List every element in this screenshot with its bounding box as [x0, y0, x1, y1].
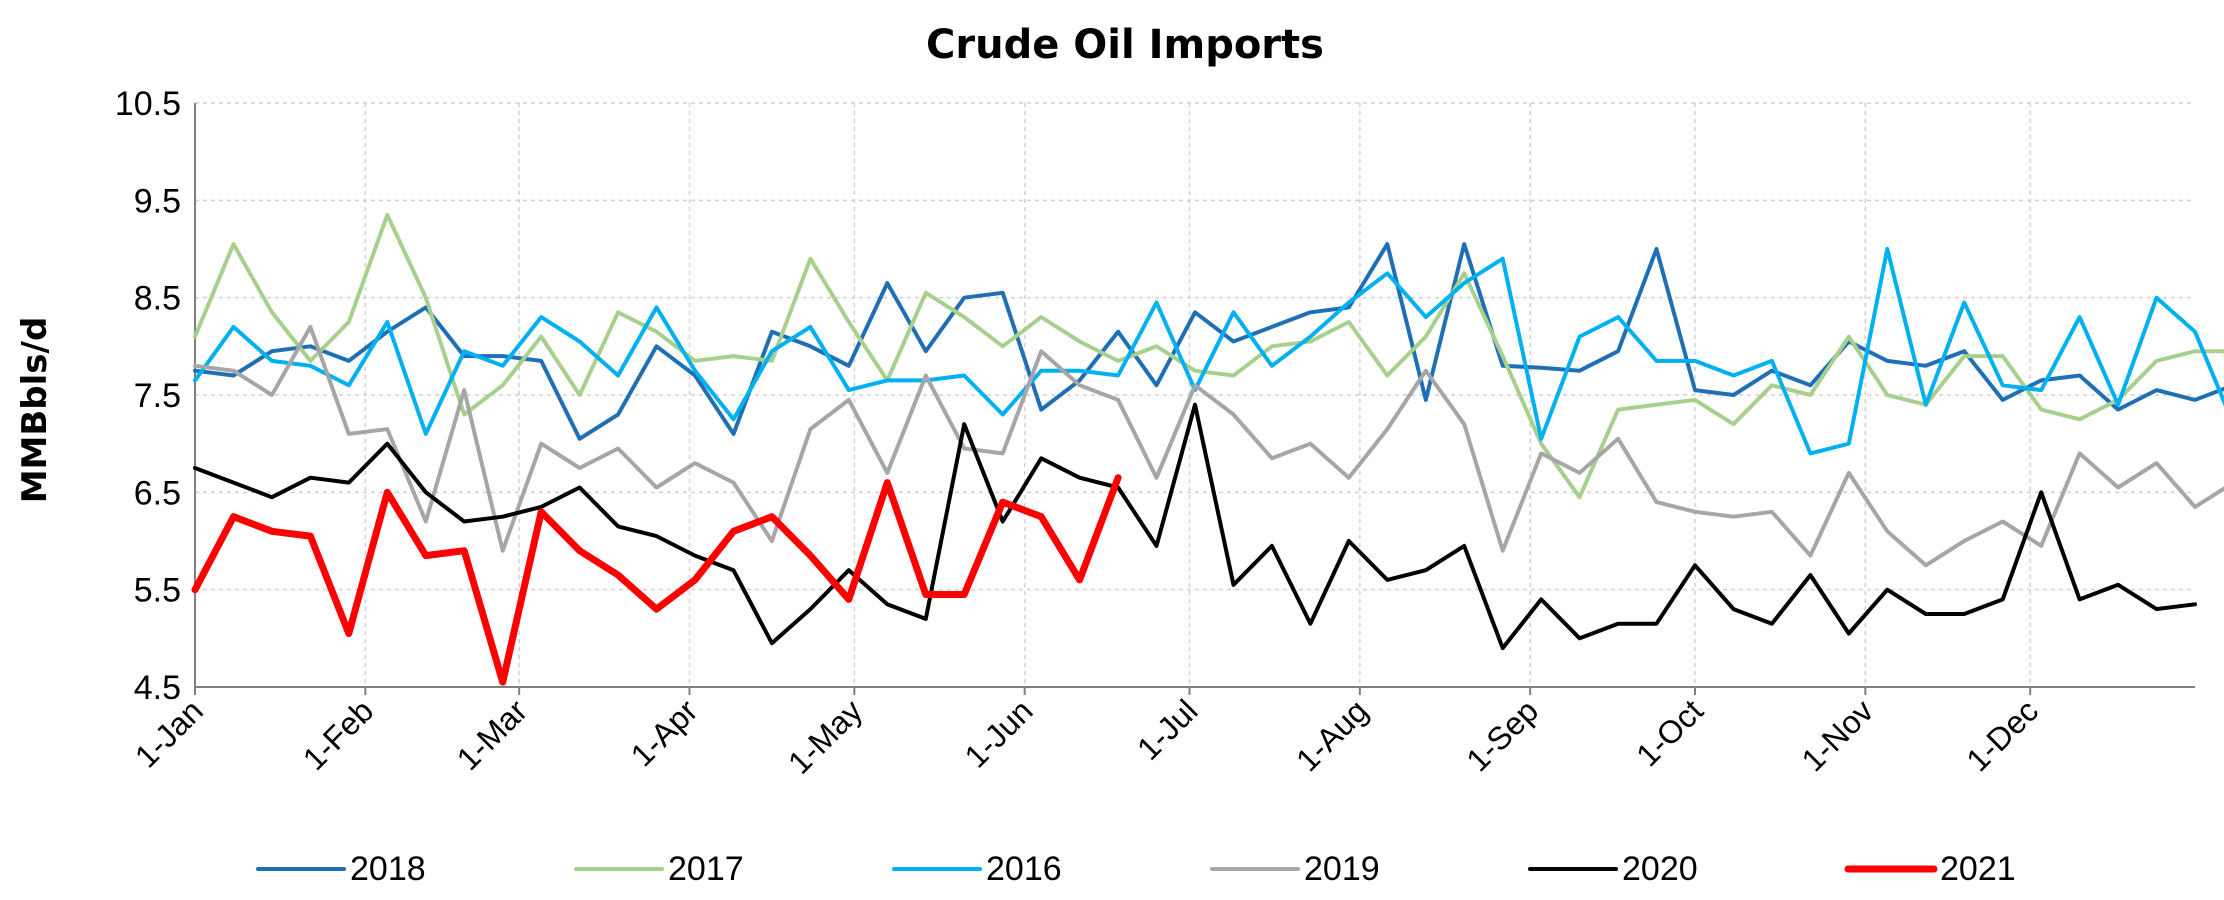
series-line-2021 — [191, 474, 1122, 686]
y-tick-label: 10.5 — [115, 85, 181, 123]
series-layer — [191, 212, 2224, 686]
x-tick-label: 1-Jul — [1130, 692, 1205, 767]
y-axis-label: MMBbls/d — [15, 317, 55, 504]
legend-label-2020: 2020 — [1622, 850, 1698, 888]
legend-label-2021: 2021 — [1940, 850, 2016, 888]
x-tick-label: 1-Nov — [1794, 692, 1880, 778]
legend: 2018 2017 2016 2019 2020 2021 — [256, 850, 2016, 888]
y-tick-label: 6.5 — [134, 474, 181, 512]
x-tick-label: 1-Jun — [958, 692, 1040, 774]
series-line-2016 — [193, 247, 2224, 456]
x-tick-label: 1-Feb — [296, 692, 381, 777]
x-tick-label: 1-Aug — [1289, 692, 1375, 778]
series-line-2020 — [193, 402, 2197, 651]
legend-label-2018: 2018 — [350, 850, 426, 888]
y-tick-label: 4.5 — [134, 669, 181, 707]
series-line-2019 — [193, 324, 2224, 568]
chart-title: Crude Oil Imports — [926, 22, 1324, 68]
x-tick-label: 1-Oct — [1629, 692, 1710, 773]
y-tick-label: 9.5 — [134, 182, 181, 220]
x-tick-label: 1-Apr — [624, 692, 705, 773]
legend-label-2016: 2016 — [986, 850, 1062, 888]
x-tick-label: 1-Mar — [450, 692, 535, 777]
y-tick-label: 8.5 — [134, 280, 181, 318]
series-line-2018 — [193, 242, 2224, 441]
y-tick-label: 7.5 — [134, 377, 181, 415]
x-tick-label: 1-Sep — [1459, 692, 1545, 778]
x-tick-label: 1-May — [781, 692, 869, 780]
legend-label-2017: 2017 — [668, 850, 744, 888]
x-tick-label: 1-Dec — [1959, 692, 2045, 778]
legend-label-2019: 2019 — [1304, 850, 1380, 888]
y-tick-label: 5.5 — [134, 572, 181, 610]
